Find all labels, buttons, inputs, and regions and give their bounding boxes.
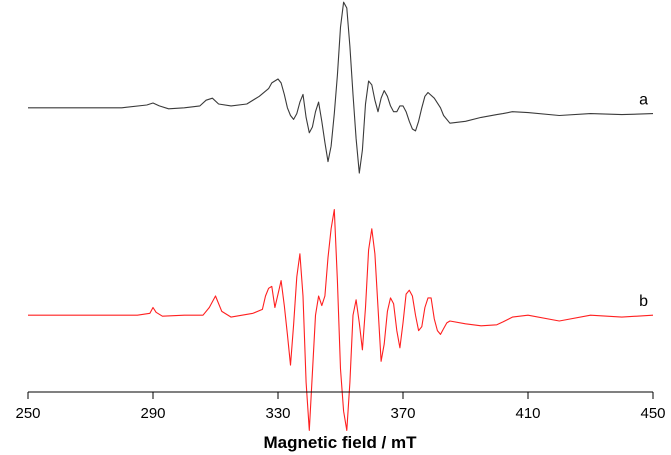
- series-line-b: [28, 209, 654, 431]
- x-tick-label: 410: [515, 405, 540, 422]
- x-axis-title: Magnetic field / mT: [263, 433, 417, 452]
- series-label-b: b: [639, 293, 648, 310]
- series-labels: ab: [639, 92, 648, 311]
- series-layer: [28, 1, 654, 431]
- x-tick-label: 370: [390, 405, 415, 422]
- x-tick-label: 290: [140, 405, 165, 422]
- x-axis-ticks: 250 290 330 370 410 450: [15, 392, 666, 422]
- x-tick-label: 330: [265, 405, 290, 422]
- x-tick-label: 250: [15, 405, 40, 422]
- x-tick-label: 450: [640, 405, 665, 422]
- series-label-a: a: [639, 92, 648, 109]
- series-line-a: [28, 1, 654, 174]
